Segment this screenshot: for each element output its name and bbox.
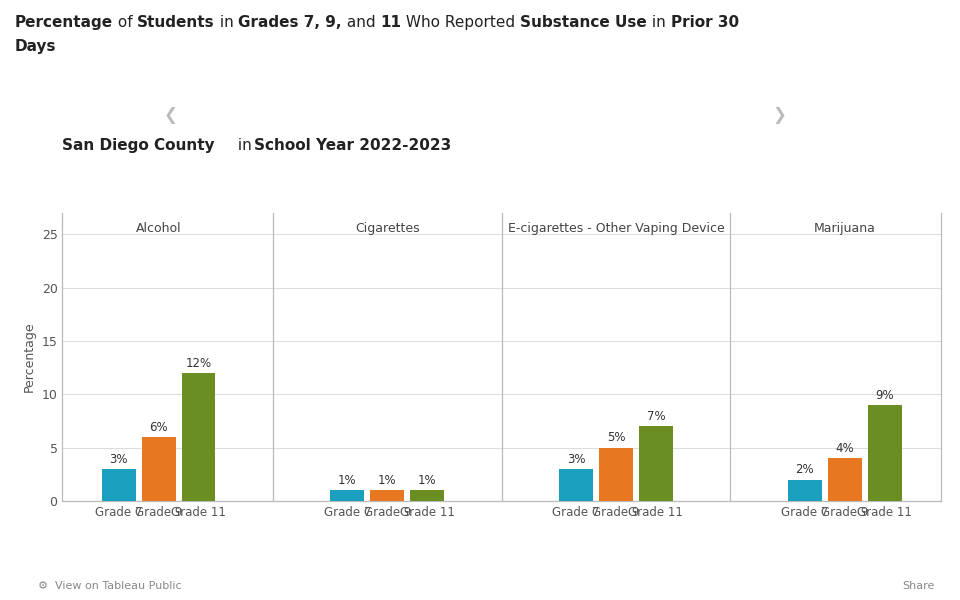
Text: 7%: 7%	[646, 410, 665, 423]
Text: San Diego County: San Diego County	[62, 138, 215, 153]
Text: 4%: 4%	[835, 442, 854, 455]
Bar	[142, 437, 176, 501]
Bar	[181, 373, 215, 501]
Text: in: in	[647, 15, 671, 30]
Bar	[599, 448, 633, 501]
Bar	[868, 405, 901, 501]
Y-axis label: Percentage: Percentage	[23, 322, 36, 392]
Text: in: in	[233, 138, 257, 153]
Text: Marijuana: Marijuana	[814, 221, 876, 235]
Text: 1%: 1%	[418, 474, 437, 487]
Text: 1%: 1%	[338, 474, 357, 487]
Text: Substance Use: Substance Use	[520, 15, 647, 30]
Text: 1%: 1%	[378, 474, 396, 487]
Text: Share: Share	[902, 581, 935, 591]
Text: 3%: 3%	[109, 453, 128, 466]
Text: ❯: ❯	[773, 107, 786, 124]
Bar	[828, 458, 861, 501]
Text: Overall: Overall	[256, 108, 318, 123]
Text: 11: 11	[380, 15, 401, 30]
Text: 5%: 5%	[607, 431, 625, 445]
Bar	[410, 490, 444, 501]
Text: ⚙  View on Tableau Public: ⚙ View on Tableau Public	[38, 581, 182, 591]
Text: Gender: Gender	[451, 108, 507, 123]
Text: of: of	[112, 15, 137, 30]
Text: Students: Students	[137, 15, 215, 30]
Text: Days: Days	[14, 39, 56, 54]
Text: Race-Ethnicity: Race-Ethnicity	[616, 108, 726, 123]
Bar	[788, 479, 822, 501]
Text: in: in	[215, 15, 238, 30]
Text: Cigarettes: Cigarettes	[355, 221, 420, 235]
Text: Grades 7, 9,: Grades 7, 9,	[238, 15, 342, 30]
Text: Alcohol: Alcohol	[135, 221, 181, 235]
Bar	[102, 469, 135, 501]
Text: School Year 2022-2023: School Year 2022-2023	[254, 138, 451, 153]
Bar	[639, 427, 673, 501]
Text: 9%: 9%	[876, 389, 894, 402]
Text: 6%: 6%	[149, 421, 168, 434]
Text: Who Reported: Who Reported	[401, 15, 520, 30]
Bar	[559, 469, 593, 501]
Text: 2%: 2%	[796, 463, 814, 476]
Text: and: and	[342, 15, 380, 30]
Text: Percentage: Percentage	[14, 15, 112, 30]
Text: E-cigarettes - Other Vaping Device: E-cigarettes - Other Vaping Device	[508, 221, 724, 235]
Bar	[371, 490, 404, 501]
Bar	[330, 490, 364, 501]
Text: 3%: 3%	[566, 453, 586, 466]
Text: Prior 30: Prior 30	[671, 15, 739, 30]
Text: ❮: ❮	[164, 107, 178, 124]
Text: 12%: 12%	[185, 357, 211, 370]
